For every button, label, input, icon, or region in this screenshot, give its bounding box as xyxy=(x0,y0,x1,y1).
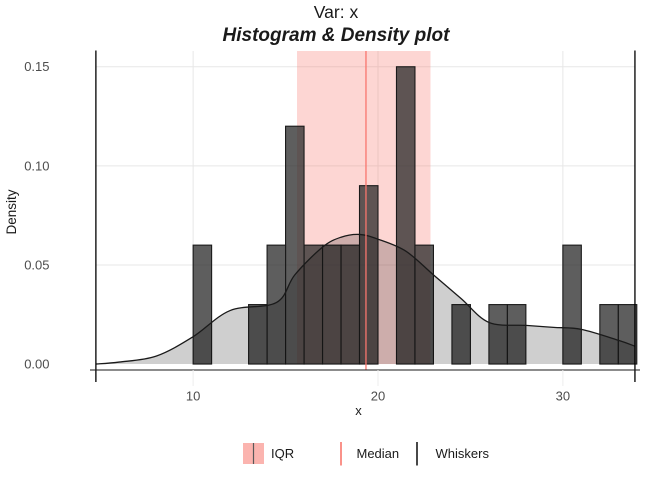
svg-text:Median: Median xyxy=(357,446,400,461)
svg-text:0.10: 0.10 xyxy=(24,158,49,173)
svg-text:30: 30 xyxy=(556,389,570,404)
svg-text:0.00: 0.00 xyxy=(24,357,49,372)
svg-text:0.05: 0.05 xyxy=(24,257,49,272)
svg-text:IQR: IQR xyxy=(271,446,294,461)
svg-text:Density: Density xyxy=(4,189,19,234)
svg-text:x: x xyxy=(355,403,362,418)
svg-text:0.15: 0.15 xyxy=(24,59,49,74)
svg-text:20: 20 xyxy=(371,389,385,404)
svg-text:Whiskers: Whiskers xyxy=(436,446,490,461)
svg-text:10: 10 xyxy=(186,389,200,404)
